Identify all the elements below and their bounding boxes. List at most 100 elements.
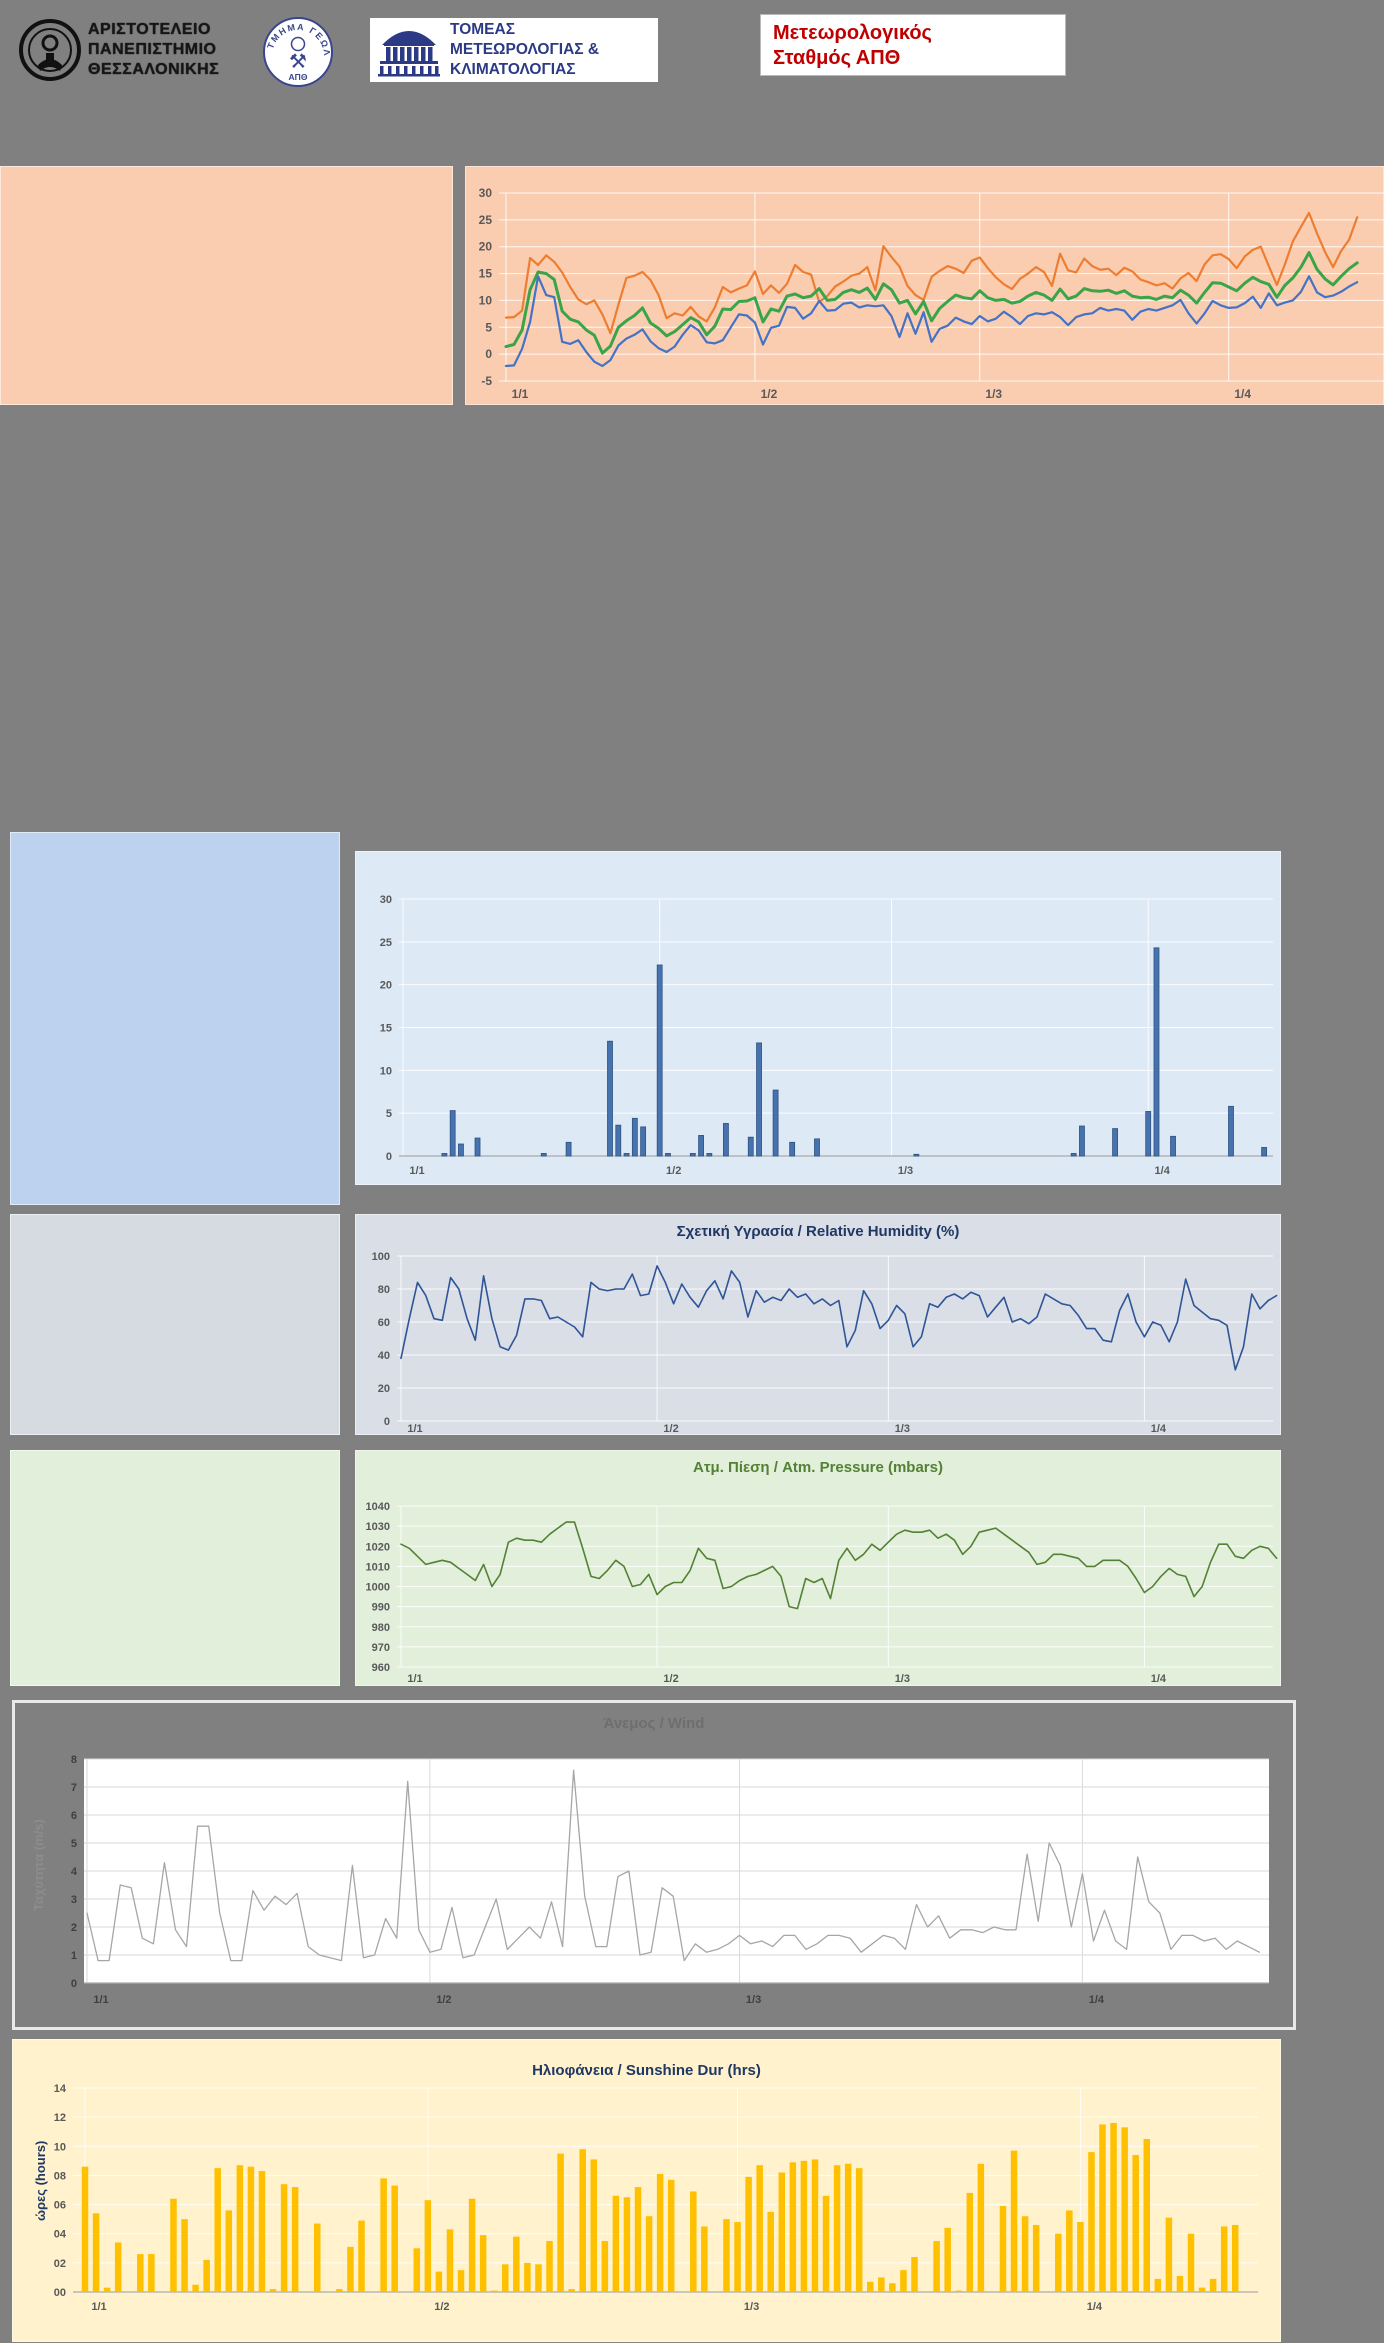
met-logo-line3: ΚΛΙΜΑΤΟΛΟΓΙΑΣ <box>450 61 576 79</box>
svg-text:5: 5 <box>386 1108 392 1120</box>
svg-text:1/3: 1/3 <box>744 2301 759 2313</box>
auth-logo-line3: ΘΕΣΣΑΛΟΝΙΚΗΣ <box>88 61 220 78</box>
info-panel-pressure <box>10 1450 340 1686</box>
svg-text:1030: 1030 <box>366 1521 390 1533</box>
geology-seal-bottom-text: ΑΠΘ <box>289 72 308 82</box>
svg-text:1/2: 1/2 <box>663 1673 678 1685</box>
svg-text:60: 60 <box>378 1317 390 1329</box>
humidity-chart-title: Σχετική Υγρασία / Relative Humidity (%) <box>676 1223 960 1240</box>
geology-department-seal[interactable]: ΤΜΗΜΑ ΓΕΩΛΟΓΙΑΣ ⚒ ΑΠΘ <box>258 8 334 88</box>
svg-text:1/4: 1/4 <box>1155 1165 1171 1177</box>
svg-text:00: 00 <box>54 2287 66 2299</box>
svg-text:1/3: 1/3 <box>895 1673 910 1685</box>
svg-text:1/4: 1/4 <box>1087 2301 1103 2313</box>
svg-text:15: 15 <box>479 267 493 281</box>
svg-text:1/2: 1/2 <box>663 1423 678 1435</box>
temperature-chart: 30 25 20 15 10 5 0 -5 1/1 1/2 1/3 1/4 <box>465 166 1384 405</box>
auth-logo-line1: ΑΡΙΣΤΟΤΕΛΕΙΟ <box>88 21 211 38</box>
svg-text:25: 25 <box>380 937 392 949</box>
wind-y-axis-label: Ταχύτητα (m/s) <box>31 1819 46 1911</box>
pressure-chart: Ατμ. Πίεση / Atm. Pressure (mbars) 1040 1… <box>355 1450 1281 1686</box>
temperature-plot: 30 25 20 15 10 5 0 -5 1/1 1/2 1/3 1/4 <box>479 186 1384 401</box>
station-title-line1: Μετεωρολογικός <box>773 22 932 44</box>
svg-text:02: 02 <box>54 2258 66 2270</box>
info-panel-humidity <box>10 1214 340 1435</box>
auth-logo-line2: ΠΑΝΕΠΙΣΤΗΜΙΟ <box>88 41 217 58</box>
svg-text:1000: 1000 <box>366 1582 390 1594</box>
svg-text:0: 0 <box>386 1151 392 1163</box>
rotunda-building-icon <box>378 31 440 77</box>
auth-university-logo[interactable]: ΑΡΙΣΤΟΤΕΛΕΙΟ ΠΑΝΕΠΙΣΤΗΜΙΟ ΘΕΣΣΑΛΟΝΙΚΗΣ <box>18 14 232 86</box>
svg-text:80: 80 <box>378 1284 390 1296</box>
pressure-plot: 1040 1030 1020 1010 1000 990 980 970 960 1/1 1/2 1/… <box>366 1501 1278 1685</box>
svg-text:1/4: 1/4 <box>1151 1673 1167 1685</box>
svg-text:1/2: 1/2 <box>666 1165 681 1177</box>
svg-text:1/1: 1/1 <box>512 387 529 401</box>
svg-text:1/4: 1/4 <box>1234 387 1251 401</box>
svg-text:0: 0 <box>384 1416 390 1428</box>
svg-text:14: 14 <box>54 2083 67 2095</box>
svg-text:40: 40 <box>378 1350 390 1362</box>
met-logo-line2: ΜΕΤΕΩΡΟΛΟΓΙΑΣ & <box>450 40 600 58</box>
svg-text:10: 10 <box>380 1065 392 1077</box>
svg-text:100: 100 <box>372 1251 390 1263</box>
svg-text:25: 25 <box>479 213 493 227</box>
humidity-chart: Σχετική Υγρασία / Relative Humidity (%) … <box>355 1214 1281 1435</box>
svg-text:1/1: 1/1 <box>409 1165 424 1177</box>
svg-text:1040: 1040 <box>366 1501 390 1513</box>
meteorology-department-logo[interactable]: ΤΟΜΕΑΣ ΜΕΤΕΩΡΟΛΟΓΙΑΣ & ΚΛΙΜΑΤΟΛΟΓΙΑΣ <box>370 18 658 82</box>
svg-text:10: 10 <box>479 293 493 307</box>
svg-text:1/1: 1/1 <box>407 1423 422 1435</box>
svg-text:-5: -5 <box>481 374 492 388</box>
svg-text:1/2: 1/2 <box>434 2301 449 2313</box>
svg-text:30: 30 <box>380 894 392 906</box>
sunshine-plot: 14 12 10 08 06 04 02 00 1/1 1/2 1/3 1/4 <box>54 2083 1258 2313</box>
svg-text:06: 06 <box>54 2200 66 2212</box>
svg-text:1/3: 1/3 <box>985 387 1002 401</box>
svg-text:6: 6 <box>71 1810 77 1822</box>
svg-text:1/3: 1/3 <box>898 1165 913 1177</box>
wind-chart-title: Άνεμος / Wind <box>603 1715 705 1732</box>
svg-text:04: 04 <box>54 2229 67 2241</box>
svg-text:1/4: 1/4 <box>1151 1423 1167 1435</box>
svg-text:1/2: 1/2 <box>761 387 778 401</box>
svg-text:990: 990 <box>372 1602 390 1614</box>
station-title-line2: Σταθμός ΑΠΘ <box>773 47 901 69</box>
station-title-box: Μετεωρολογικός Σταθμός ΑΠΘ <box>760 14 1066 76</box>
svg-text:2: 2 <box>71 1922 77 1934</box>
svg-text:1/3: 1/3 <box>895 1423 910 1435</box>
sunshine-chart-title: Ηλιοφάνεια / Sunshine Dur (hrs) <box>532 2062 761 2079</box>
svg-text:08: 08 <box>54 2170 66 2182</box>
svg-text:970: 970 <box>372 1642 390 1654</box>
svg-text:10: 10 <box>54 2141 66 2153</box>
svg-text:1/3: 1/3 <box>746 1994 761 2006</box>
svg-text:8: 8 <box>71 1754 77 1766</box>
svg-text:0: 0 <box>485 347 492 361</box>
svg-text:15: 15 <box>380 1023 392 1035</box>
svg-text:5: 5 <box>71 1838 77 1850</box>
svg-text:30: 30 <box>479 186 493 200</box>
svg-text:1/2: 1/2 <box>436 1994 451 2006</box>
svg-text:20: 20 <box>380 980 392 992</box>
svg-text:980: 980 <box>372 1622 390 1634</box>
svg-text:1/1: 1/1 <box>91 2301 106 2313</box>
svg-text:1/1: 1/1 <box>93 1994 108 2006</box>
precipitation-plot: 30 25 20 15 10 5 0 1/1 1/2 1/3 1/4 <box>380 894 1273 1177</box>
precipitation-chart: 30 25 20 15 10 5 0 1/1 1/2 1/3 1/4 <box>355 851 1281 1185</box>
humidity-plot: 100 80 60 40 20 0 1/1 1/2 1/3 1/4 <box>372 1251 1278 1435</box>
svg-text:5: 5 <box>485 320 492 334</box>
svg-text:20: 20 <box>378 1383 390 1395</box>
met-logo-line1: ΤΟΜΕΑΣ <box>450 20 515 38</box>
svg-text:20: 20 <box>479 240 493 254</box>
svg-text:1010: 1010 <box>366 1561 390 1573</box>
auth-emblem-icon <box>19 19 81 81</box>
svg-text:1020: 1020 <box>366 1541 390 1553</box>
info-panel-precipitation <box>10 832 340 1205</box>
svg-text:960: 960 <box>372 1662 390 1674</box>
svg-text:1: 1 <box>71 1950 77 1962</box>
svg-text:7: 7 <box>71 1782 77 1794</box>
svg-text:0: 0 <box>71 1978 77 1990</box>
svg-text:4: 4 <box>71 1866 78 1878</box>
sunshine-y-axis-label: ώρες (hours) <box>33 2140 48 2221</box>
